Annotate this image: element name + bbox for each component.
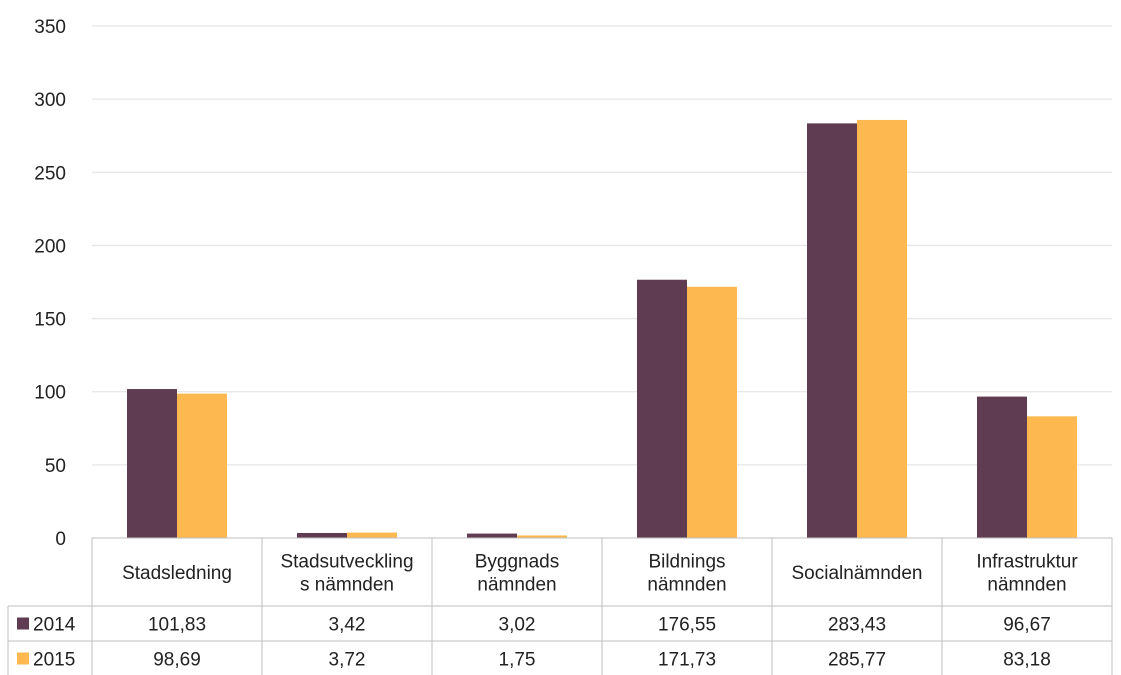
y-axis: 0 50 100 150 200 250 300 350 <box>34 17 66 550</box>
category-label: Bildnings <box>648 552 725 573</box>
category-label: Byggnads <box>475 552 560 573</box>
bar-2015-5 <box>1027 416 1077 538</box>
data-label: 285,77 <box>828 650 886 671</box>
bar-2014-0 <box>127 389 177 538</box>
data-label: 3,02 <box>499 615 536 636</box>
y-tick-label: 300 <box>34 90 66 111</box>
category-label: nämnden <box>477 575 556 596</box>
y-tick-label: 250 <box>34 163 66 184</box>
bar-2014-5 <box>977 396 1027 538</box>
y-tick-label: 150 <box>34 310 66 331</box>
category-label: Infrastruktur <box>976 552 1078 573</box>
y-tick-label: 350 <box>34 17 66 38</box>
bar-2015-1 <box>347 532 397 538</box>
legend-key-2014 <box>17 617 29 630</box>
category-label: nämnden <box>647 575 726 596</box>
data-label: 96,67 <box>1003 615 1051 636</box>
bar-2015-2 <box>517 535 567 538</box>
data-label: 283,43 <box>828 615 886 636</box>
data-label: 171,73 <box>658 650 716 671</box>
data-label: 3,72 <box>329 650 366 671</box>
gridlines <box>92 25 1112 466</box>
bar-2014-4 <box>807 123 857 539</box>
data-label: 83,18 <box>1003 650 1051 671</box>
bar-2014-3 <box>637 279 687 538</box>
data-label: 1,75 <box>499 650 536 671</box>
bar-2015-3 <box>687 286 737 538</box>
category-label: Stadsledning <box>122 563 232 584</box>
bar-2014-1 <box>297 532 347 538</box>
data-label: 101,83 <box>148 615 206 636</box>
legend-label: 2015 <box>33 650 75 671</box>
y-tick-label: 200 <box>34 236 66 257</box>
bar-2015-0 <box>177 393 227 538</box>
y-tick-label: 0 <box>55 529 66 550</box>
y-tick-label: 100 <box>34 383 66 404</box>
category-label: Stadsutveckling <box>280 552 413 573</box>
data-label: 98,69 <box>153 650 201 671</box>
y-tick-label: 50 <box>45 456 66 477</box>
bar-2015-4 <box>857 119 907 538</box>
category-label: Socialnämnden <box>792 563 923 584</box>
category-label: nämnden <box>987 575 1066 596</box>
data-label: 176,55 <box>658 615 716 636</box>
bar-2014-2 <box>467 533 517 538</box>
legend-key-2015 <box>17 652 29 665</box>
category-label: s nämnden <box>300 575 394 596</box>
legend-label: 2014 <box>33 615 76 636</box>
bars <box>127 119 1077 539</box>
data-label: 3,42 <box>329 615 366 636</box>
